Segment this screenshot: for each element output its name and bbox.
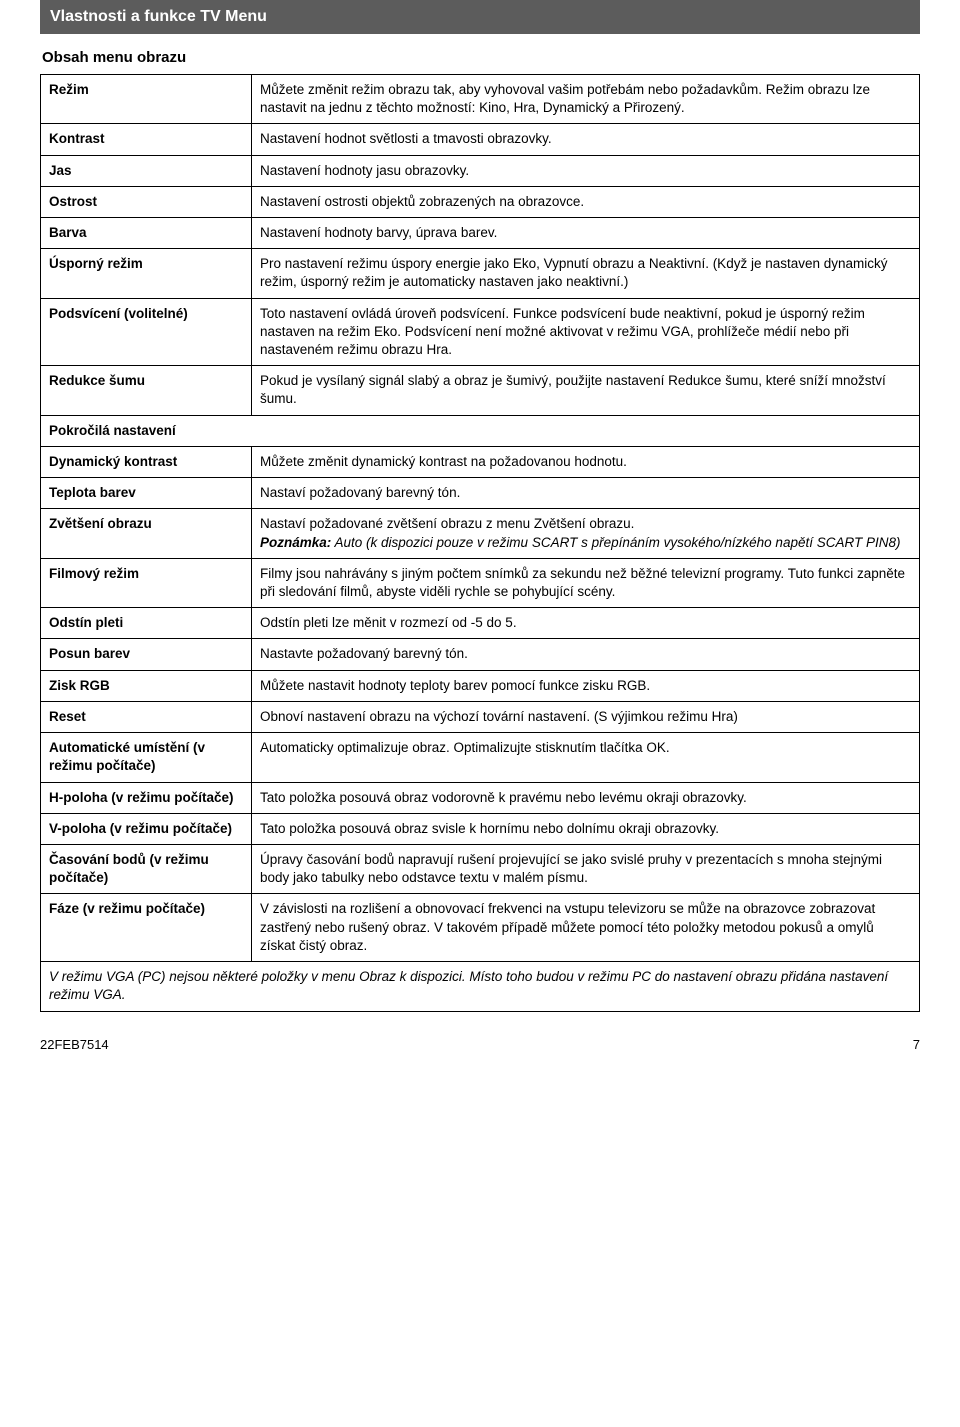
row-label: Režim: [41, 74, 252, 123]
row-value-line1: Nastaví požadované zvětšení obrazu z men…: [260, 516, 634, 531]
row-value: Automaticky optimalizuje obraz. Optimali…: [251, 733, 919, 782]
row-label: V-poloha (v režimu počítače): [41, 813, 252, 844]
table-row: Teplota barev Nastaví požadovaný barevný…: [41, 478, 920, 509]
footer-right: 7: [913, 1036, 920, 1054]
table-row: V-poloha (v režimu počítače) Tato položk…: [41, 813, 920, 844]
table-footnote: V režimu VGA (PC) nejsou některé položky…: [41, 962, 920, 1011]
row-label: Jas: [41, 155, 252, 186]
row-value: Pokud je vysílaný signál slabý a obraz j…: [251, 366, 919, 415]
table-row: Pokročilá nastavení: [41, 415, 920, 446]
row-value: V závislosti na rozlišení a obnovovací f…: [251, 894, 919, 962]
table-row: Časování bodů (v režimu počítače) Úpravy…: [41, 844, 920, 893]
row-value: Nastaví požadovaný barevný tón.: [251, 478, 919, 509]
row-value: Tato položka posouvá obraz svisle k horn…: [251, 813, 919, 844]
table-row: Filmový režim Filmy jsou nahrávány s jin…: [41, 558, 920, 607]
row-label: Dynamický kontrast: [41, 446, 252, 477]
row-label: Podsvícení (volitelné): [41, 298, 252, 366]
row-value: Můžete nastavit hodnoty teploty barev po…: [251, 670, 919, 701]
row-value: Úpravy časování bodů napravují rušení pr…: [251, 844, 919, 893]
section-header: Pokročilá nastavení: [41, 415, 920, 446]
row-label: Barva: [41, 217, 252, 248]
row-value: Nastavení hodnoty barvy, úprava barev.: [251, 217, 919, 248]
row-label: Zisk RGB: [41, 670, 252, 701]
row-label: Fáze (v režimu počítače): [41, 894, 252, 962]
table-row: Režim Můžete změnit režim obrazu tak, ab…: [41, 74, 920, 123]
row-value: Obnoví nastavení obrazu na výchozí továr…: [251, 701, 919, 732]
row-value: Pro nastavení režimu úspory energie jako…: [251, 249, 919, 298]
row-value: Filmy jsou nahrávány s jiným počtem sním…: [251, 558, 919, 607]
row-value: Nastavení ostrosti objektů zobrazených n…: [251, 186, 919, 217]
row-label: Automatické umístění (v režimu počítače): [41, 733, 252, 782]
row-value: Můžete změnit dynamický kontrast na poža…: [251, 446, 919, 477]
row-label: Filmový režim: [41, 558, 252, 607]
table-row: Odstín pleti Odstín pleti lze měnit v ro…: [41, 608, 920, 639]
table-row: Posun barev Nastavte požadovaný barevný …: [41, 639, 920, 670]
table-row: V režimu VGA (PC) nejsou některé položky…: [41, 962, 920, 1011]
row-label: Redukce šumu: [41, 366, 252, 415]
page-footer: 22FEB7514 7: [40, 1036, 920, 1054]
row-label: Reset: [41, 701, 252, 732]
table-row: Dynamický kontrast Můžete změnit dynamic…: [41, 446, 920, 477]
row-label: Posun barev: [41, 639, 252, 670]
row-label: Úsporný režim: [41, 249, 252, 298]
table-row: Ostrost Nastavení ostrosti objektů zobra…: [41, 186, 920, 217]
table-row: Automatické umístění (v režimu počítače)…: [41, 733, 920, 782]
row-label: Zvětšení obrazu: [41, 509, 252, 558]
row-value: Nastavení hodnoty jasu obrazovky.: [251, 155, 919, 186]
row-label: Ostrost: [41, 186, 252, 217]
table-row: Zisk RGB Můžete nastavit hodnoty teploty…: [41, 670, 920, 701]
row-label: Odstín pleti: [41, 608, 252, 639]
table-row: H-poloha (v režimu počítače) Tato položk…: [41, 782, 920, 813]
row-value: Tato položka posouvá obraz vodorovně k p…: [251, 782, 919, 813]
settings-table: Režim Můžete změnit režim obrazu tak, ab…: [40, 74, 920, 1012]
row-value: Nastavte požadovaný barevný tón.: [251, 639, 919, 670]
row-label: H-poloha (v režimu počítače): [41, 782, 252, 813]
table-row: Jas Nastavení hodnoty jasu obrazovky.: [41, 155, 920, 186]
row-value: Můžete změnit režim obrazu tak, aby vyho…: [251, 74, 919, 123]
table-row: Úsporný režim Pro nastavení režimu úspor…: [41, 249, 920, 298]
row-value: Odstín pleti lze měnit v rozmezí od -5 d…: [251, 608, 919, 639]
table-row: Barva Nastavení hodnoty barvy, úprava ba…: [41, 217, 920, 248]
row-label: Kontrast: [41, 124, 252, 155]
table-row: Fáze (v režimu počítače) V závislosti na…: [41, 894, 920, 962]
table-row: Reset Obnoví nastavení obrazu na výchozí…: [41, 701, 920, 732]
page-title: Vlastnosti a funkce TV Menu: [50, 8, 267, 25]
section-subheading: Obsah menu obrazu: [42, 48, 920, 68]
row-value: Toto nastavení ovládá úroveň podsvícení.…: [251, 298, 919, 366]
footer-left: 22FEB7514: [40, 1036, 109, 1054]
row-label: Teplota barev: [41, 478, 252, 509]
row-value: Nastaví požadované zvětšení obrazu z men…: [251, 509, 919, 558]
table-row: Podsvícení (volitelné) Toto nastavení ov…: [41, 298, 920, 366]
table-row: Redukce šumu Pokud je vysílaný signál sl…: [41, 366, 920, 415]
table-row: Zvětšení obrazu Nastaví požadované zvětš…: [41, 509, 920, 558]
note-body: Auto (k dispozici pouze v režimu SCART s…: [334, 535, 900, 550]
page-title-bar: Vlastnosti a funkce TV Menu: [40, 0, 920, 34]
note-label: Poznámka:: [260, 535, 331, 550]
row-label: Časování bodů (v režimu počítače): [41, 844, 252, 893]
table-row: Kontrast Nastavení hodnot světlosti a tm…: [41, 124, 920, 155]
row-value: Nastavení hodnot světlosti a tmavosti ob…: [251, 124, 919, 155]
